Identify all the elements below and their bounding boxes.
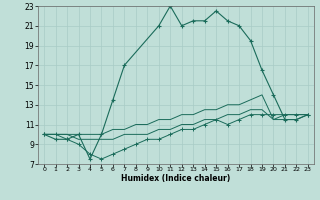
X-axis label: Humidex (Indice chaleur): Humidex (Indice chaleur) [121, 174, 231, 183]
